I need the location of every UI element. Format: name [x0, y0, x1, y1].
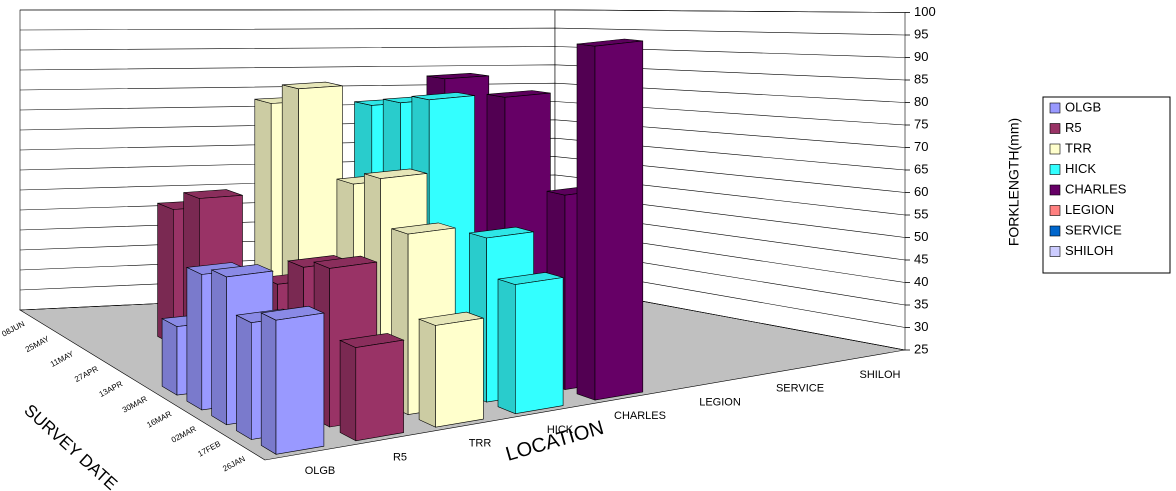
y-tick-label: 55: [914, 206, 928, 221]
bar-side: [576, 43, 596, 401]
grid-line: [19, 27, 906, 36]
grid-line: [19, 9, 906, 13]
grid-line: [19, 174, 906, 216]
x-tick-label: R5: [393, 451, 407, 463]
legend-label: OLGB: [1065, 99, 1101, 114]
x-tick-label: CHARLES: [614, 410, 666, 422]
legend-label: SERVICE: [1065, 222, 1122, 237]
legend-label: R5: [1065, 120, 1082, 135]
legend-label: LEGION: [1065, 202, 1114, 217]
bar-side: [260, 312, 277, 455]
bar-side: [418, 318, 436, 428]
depth-tick-label: 08JUN: [0, 319, 26, 339]
bar-side: [339, 339, 357, 442]
legend-swatch: [1049, 184, 1061, 196]
legend-swatch: [1049, 102, 1061, 114]
depth-tick-label: 17FEB: [196, 439, 222, 458]
legend-label: SHILOH: [1065, 243, 1113, 258]
bar: [417, 311, 484, 428]
bar-side: [211, 269, 227, 426]
y-tick-label: 90: [914, 49, 928, 64]
x-tick-label: SERVICE: [776, 383, 824, 395]
y-tick-label: 85: [914, 71, 928, 86]
y-tick-label: 50: [914, 229, 928, 244]
legend-label: CHARLES: [1065, 181, 1127, 196]
legend-swatch: [1049, 143, 1061, 155]
depth-tick-label: 16MAR: [145, 409, 173, 430]
y-tick-label: 75: [914, 116, 928, 131]
bar-side: [497, 278, 516, 415]
x-tick-label: TRR: [469, 438, 492, 450]
y-tick-label: 40: [914, 274, 928, 289]
depth-tick-label: 13APR: [98, 379, 125, 399]
grid-line: [19, 46, 906, 58]
grid-line: [19, 137, 906, 171]
bar: [260, 305, 325, 455]
y-axis-title: FORKLENGTH(mm): [1006, 118, 1022, 246]
y-tick-label: 60: [914, 184, 928, 199]
depth-tick-label: 11MAY: [49, 349, 76, 369]
legend: OLGB R5 TRR HICK CHARLES LEGION SERVICE SHILOH: [1049, 99, 1127, 258]
bar-side: [186, 266, 203, 411]
bar: [339, 333, 405, 442]
bar-front: [435, 317, 484, 428]
legend-label: HICK: [1065, 161, 1096, 176]
legend-swatch: [1049, 225, 1061, 237]
x-tick-label: LEGION: [699, 396, 741, 408]
depth-tick-label: 02MAR: [170, 424, 198, 445]
x-tick-label: SHILOH: [860, 369, 901, 381]
bar-front: [594, 40, 644, 401]
grid-line: [19, 101, 906, 126]
plot-area: 25 30 35 40 45 50 55 60 65 70 75 80 85 90 95 100 OLGB R5 T…: [0, 4, 935, 477]
bar: [497, 272, 564, 415]
y-tick-label: 65: [914, 161, 928, 176]
grid-line: [19, 156, 906, 193]
x-tick-label: OLGB: [305, 465, 336, 477]
bar-front: [275, 312, 325, 455]
legend-swatch: [1049, 164, 1061, 175]
x-tick-label: HICK: [547, 424, 574, 436]
y-tick-label: 30: [914, 319, 928, 334]
grid-line: [19, 119, 906, 148]
depth-tick-label: 30MAR: [121, 394, 149, 415]
grid-line: [19, 82, 906, 103]
bar-front: [514, 277, 564, 415]
y-tick-label: 45: [914, 251, 928, 266]
y-tick-label: 70: [914, 139, 928, 154]
depth-tick-label: 26JAN: [221, 454, 247, 473]
depth-axis-title: SURVEY DATE: [20, 401, 120, 491]
legend-label: TRR: [1065, 140, 1092, 155]
depth-tick-label: 25MAY: [24, 334, 51, 354]
y-tick-label: 35: [914, 296, 928, 311]
y-tick-label: 95: [914, 26, 928, 41]
depth-tick-label: 27APR: [73, 364, 100, 384]
legend-swatch: [1049, 123, 1061, 134]
bar: [576, 38, 644, 401]
legend-swatch: [1049, 205, 1061, 216]
bar-front: [355, 339, 404, 442]
bar-side: [236, 314, 252, 441]
y-tick-label: 25: [914, 341, 928, 356]
legend-swatch: [1049, 246, 1061, 257]
bar-side: [161, 318, 178, 396]
grid-line: [19, 64, 906, 81]
y-tick-label: 80: [914, 94, 928, 109]
y-tick-label: 100: [914, 4, 936, 19]
legend-box: [1042, 96, 1171, 274]
